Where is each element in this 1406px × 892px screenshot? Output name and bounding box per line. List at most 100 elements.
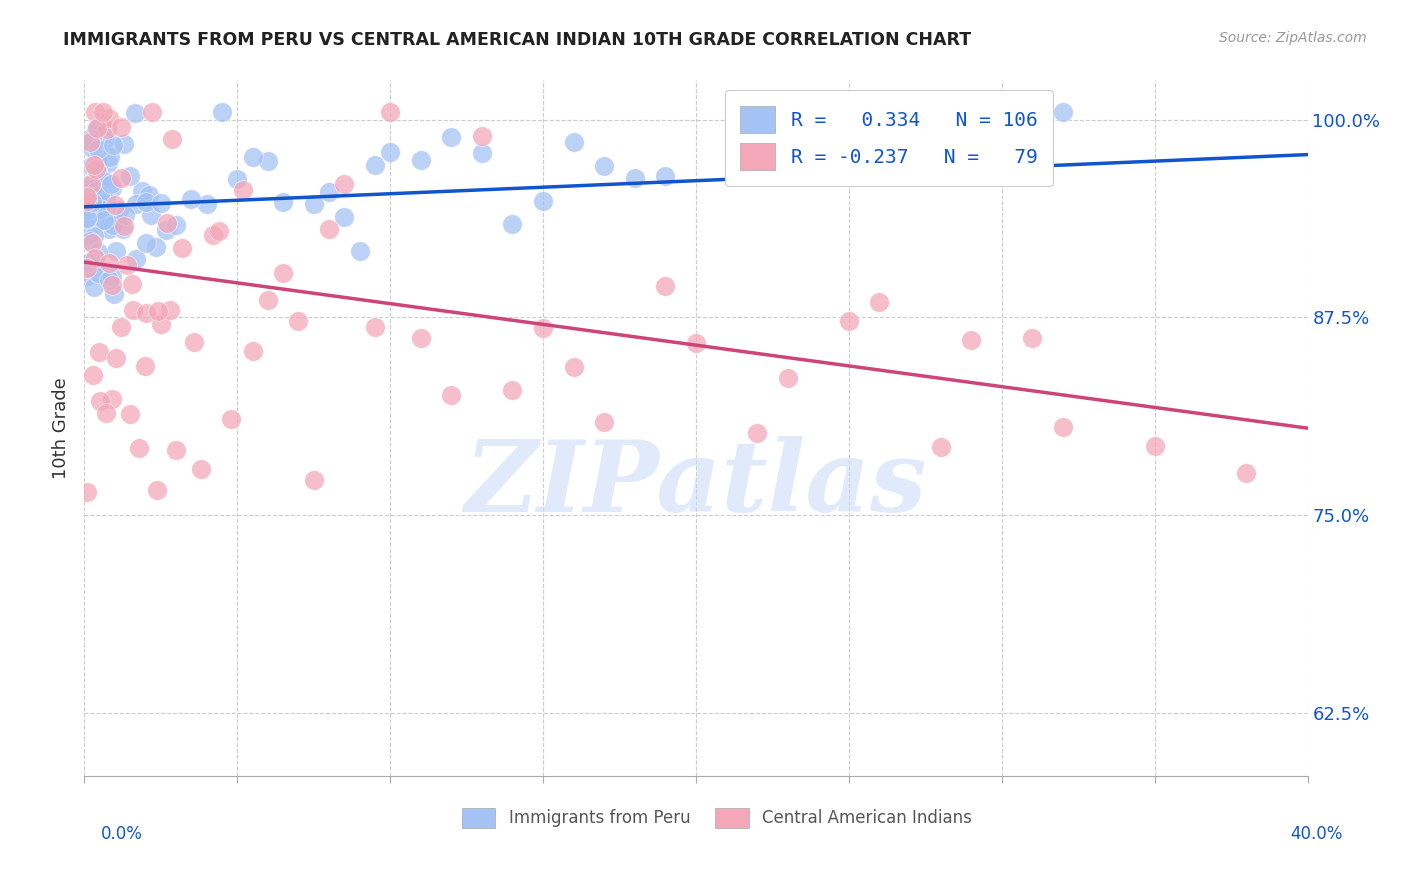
Point <box>112 136 135 151</box>
Point <box>103 218 125 232</box>
Point <box>318 222 340 236</box>
Point <box>76 203 98 218</box>
Point <box>100 178 122 192</box>
Point <box>112 222 135 236</box>
Point <box>1143 439 1166 453</box>
Point <box>82 132 104 146</box>
Point <box>1052 104 1074 119</box>
Point <box>471 146 494 161</box>
Point <box>195 196 218 211</box>
Point <box>104 198 127 212</box>
Point <box>80 209 103 223</box>
Point <box>105 215 128 229</box>
Point <box>121 277 143 292</box>
Point <box>145 240 167 254</box>
Legend: Immigrants from Peru, Central American Indians: Immigrants from Peru, Central American I… <box>456 801 979 835</box>
Point <box>101 181 124 195</box>
Point <box>83 158 105 172</box>
Point <box>165 218 187 232</box>
Point <box>349 244 371 259</box>
Text: Source: ZipAtlas.com: Source: ZipAtlas.com <box>1219 31 1367 45</box>
Point <box>94 406 117 420</box>
Point <box>776 371 799 385</box>
Point <box>110 320 132 334</box>
Point <box>84 189 107 203</box>
Point <box>80 177 103 191</box>
Point <box>91 128 114 143</box>
Point <box>97 273 120 287</box>
Point <box>183 334 205 349</box>
Point <box>79 178 101 192</box>
Point <box>87 215 110 229</box>
Point <box>333 210 356 224</box>
Point <box>84 252 107 266</box>
Point <box>271 194 294 209</box>
Point <box>165 443 187 458</box>
Point <box>131 184 153 198</box>
Point <box>156 216 179 230</box>
Point <box>125 196 148 211</box>
Point <box>232 183 254 197</box>
Point <box>219 412 242 426</box>
Point <box>654 169 676 183</box>
Point <box>531 194 554 208</box>
Point <box>97 256 120 270</box>
Point <box>97 222 120 236</box>
Point <box>593 416 616 430</box>
Point <box>87 156 110 170</box>
Point <box>93 133 115 147</box>
Point <box>93 213 115 227</box>
Point <box>135 194 157 209</box>
Point <box>114 208 136 222</box>
Point <box>531 321 554 335</box>
Y-axis label: 10th Grade: 10th Grade <box>52 377 70 479</box>
Point <box>190 462 212 476</box>
Point <box>502 383 524 397</box>
Point <box>960 333 983 347</box>
Point <box>83 280 105 294</box>
Point <box>125 252 148 267</box>
Point <box>409 331 432 345</box>
Point <box>84 123 107 137</box>
Point <box>135 306 157 320</box>
Point <box>94 194 117 208</box>
Text: 40.0%: 40.0% <box>1291 825 1343 843</box>
Point <box>83 228 105 243</box>
Legend: R =   0.334   N = 106, R = -0.237   N =   79: R = 0.334 N = 106, R = -0.237 N = 79 <box>725 90 1053 186</box>
Point <box>440 388 463 402</box>
Point <box>242 150 264 164</box>
Point <box>79 214 101 228</box>
Point <box>122 302 145 317</box>
Point <box>101 392 124 406</box>
Point <box>149 195 172 210</box>
Point <box>79 135 101 149</box>
Point <box>593 159 616 173</box>
Point <box>79 235 101 249</box>
Point <box>471 129 494 144</box>
Point <box>149 317 172 331</box>
Point <box>89 214 111 228</box>
Point <box>139 208 162 222</box>
Point <box>110 120 132 134</box>
Point <box>242 344 264 359</box>
Point <box>86 194 108 208</box>
Point <box>84 162 107 177</box>
Point <box>83 264 105 278</box>
Point <box>120 169 142 183</box>
Point <box>89 175 111 189</box>
Point <box>838 314 860 328</box>
Text: ZIPatlas: ZIPatlas <box>465 435 927 532</box>
Text: 0.0%: 0.0% <box>101 825 143 843</box>
Point <box>562 359 585 374</box>
Point <box>89 198 111 212</box>
Point <box>1052 420 1074 434</box>
Point <box>159 302 181 317</box>
Point <box>380 104 402 119</box>
Point <box>1236 466 1258 480</box>
Point <box>287 314 309 328</box>
Point <box>86 120 108 135</box>
Point <box>364 158 387 172</box>
Point <box>86 266 108 280</box>
Point <box>120 407 142 421</box>
Point <box>80 236 103 251</box>
